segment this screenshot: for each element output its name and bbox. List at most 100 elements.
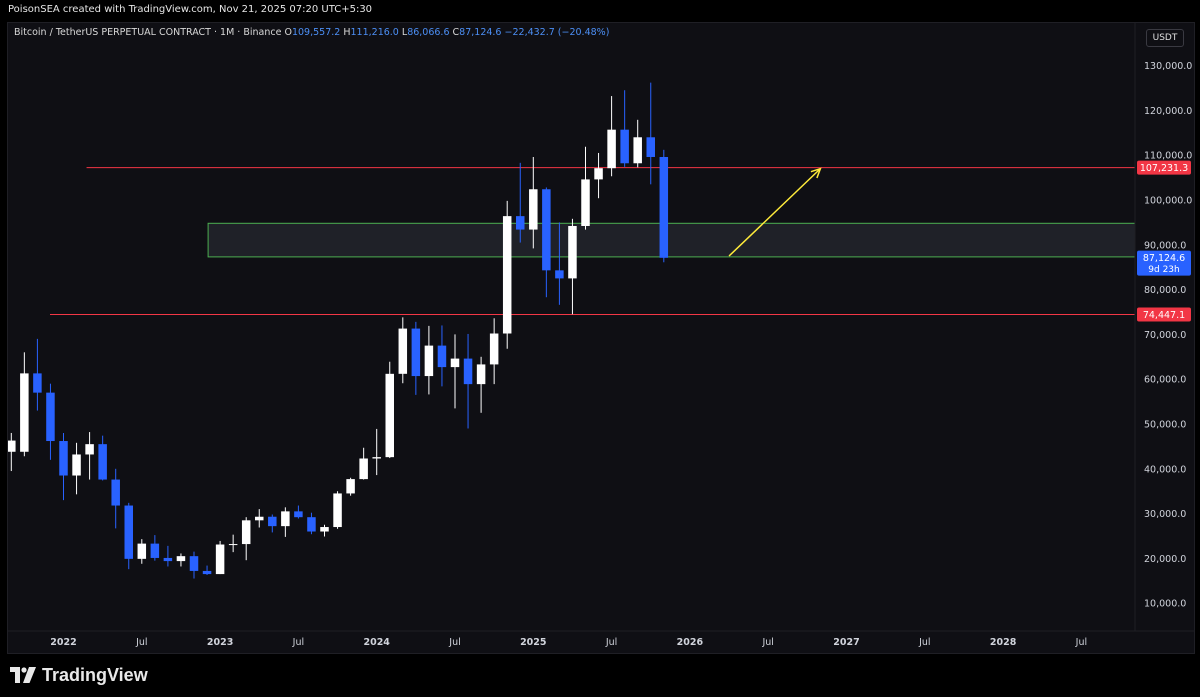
- candle: [241, 517, 251, 561]
- candle-body: [98, 444, 107, 480]
- candle: [85, 432, 94, 480]
- candle: [294, 505, 303, 519]
- candle: [476, 356, 486, 413]
- candle-body: [411, 328, 421, 377]
- candle-body: [20, 373, 29, 452]
- candle-body: [163, 557, 173, 562]
- candle-body: [633, 137, 642, 164]
- candle: [359, 447, 368, 480]
- candle-body: [46, 392, 55, 442]
- candle-body: [85, 444, 94, 455]
- candle-body: [529, 189, 538, 230]
- candle-body: [202, 570, 212, 575]
- price-axis-label: 40,000.0: [1144, 464, 1186, 475]
- candle-body: [189, 556, 199, 571]
- candle-body: [476, 364, 486, 385]
- candle: [59, 432, 68, 501]
- candle: [372, 428, 381, 476]
- time-axis-label: 2028: [990, 637, 1017, 648]
- candle: [489, 318, 499, 385]
- tradingview-brand[interactable]: TradingView: [10, 664, 148, 686]
- time-axis-label: Jul: [448, 637, 460, 648]
- candle-body: [72, 454, 81, 476]
- close-value: 87,124.6: [459, 27, 502, 38]
- candle-body: [241, 520, 251, 545]
- price-axis-label: 70,000.0: [1144, 330, 1186, 341]
- candle-body: [450, 358, 460, 368]
- candle: [529, 156, 538, 249]
- candle: [424, 325, 434, 395]
- price-chart[interactable]: 10,000.0 20,000.0 30,000.0 40,000.0 50,000.0…: [8, 23, 1194, 653]
- candle: [215, 540, 225, 575]
- change-value: −22,432.7 (−20.48%): [504, 27, 610, 38]
- currency-button[interactable]: USDT: [1146, 29, 1184, 47]
- symbol-title: Bitcoin / TetherUS PERPETUAL CONTRACT · …: [14, 27, 282, 38]
- candle: [46, 383, 55, 460]
- low-label: L: [401, 27, 408, 38]
- candle: [346, 477, 355, 496]
- time-axis-label: 2023: [207, 637, 233, 648]
- candle: [137, 539, 147, 564]
- candle-body: [568, 225, 577, 279]
- price-axis-label: 60,000.0: [1144, 375, 1186, 386]
- candle: [398, 317, 408, 384]
- level-price-tag: [1137, 307, 1191, 322]
- candle-body: [385, 373, 394, 458]
- candle-body: [359, 458, 368, 480]
- candle-body: [555, 270, 564, 279]
- candle: [228, 534, 238, 553]
- candle: [20, 352, 29, 457]
- candle-body: [307, 517, 316, 532]
- candle: [555, 222, 564, 305]
- candle-body: [111, 479, 120, 506]
- candle: [8, 432, 16, 472]
- price-axis-label: 10,000.0: [1144, 599, 1186, 610]
- candle-body: [59, 441, 68, 476]
- candle-body: [594, 168, 603, 180]
- candle-body: [659, 156, 669, 258]
- candle-body: [268, 516, 277, 527]
- candle: [437, 325, 447, 387]
- candle: [659, 149, 669, 263]
- tradingview-logo-icon: [10, 667, 36, 684]
- support-zone[interactable]: [207, 222, 1136, 258]
- price-axis-label: 100,000.0: [1144, 196, 1192, 207]
- candle: [163, 545, 173, 567]
- high-label: H: [343, 27, 351, 38]
- time-axis-label: 2024: [363, 637, 390, 648]
- time-axis-label: 2022: [50, 637, 76, 648]
- candle-body: [228, 544, 238, 546]
- price-axis-label: 110,000.0: [1144, 151, 1192, 162]
- candle: [307, 512, 316, 535]
- high-value: 111,216.0: [350, 27, 399, 38]
- level-price-text: 107,231.3: [1140, 163, 1188, 174]
- candle-body: [372, 457, 381, 459]
- candle: [411, 321, 421, 395]
- candle-body: [255, 516, 264, 521]
- candle: [98, 435, 107, 481]
- trend-arrow[interactable]: [728, 168, 821, 257]
- candle: [150, 535, 160, 561]
- candle: [516, 162, 525, 243]
- low-value: 86,066.6: [407, 27, 450, 38]
- time-axis-label: Jul: [605, 637, 617, 648]
- candle-body: [8, 440, 16, 452]
- candle: [607, 96, 616, 177]
- candle-body: [437, 345, 447, 368]
- price-axis-label: 120,000.0: [1144, 106, 1192, 117]
- candle-body: [33, 373, 42, 393]
- candle: [202, 565, 212, 575]
- candle-body: [320, 527, 329, 532]
- price-axis-label: 90,000.0: [1144, 240, 1186, 251]
- candle-body: [137, 543, 147, 559]
- time-axis-label: 2026: [677, 637, 704, 648]
- candle-body: [281, 511, 290, 527]
- candle: [333, 491, 342, 529]
- candle: [33, 338, 42, 411]
- candle-body: [502, 216, 512, 334]
- last-price-text: 87,124.6: [1143, 253, 1185, 264]
- chart-pane[interactable]: 10,000.0 20,000.0 30,000.0 40,000.0 50,000.0…: [7, 22, 1195, 654]
- candle-body: [620, 129, 629, 164]
- candle-body: [124, 505, 133, 559]
